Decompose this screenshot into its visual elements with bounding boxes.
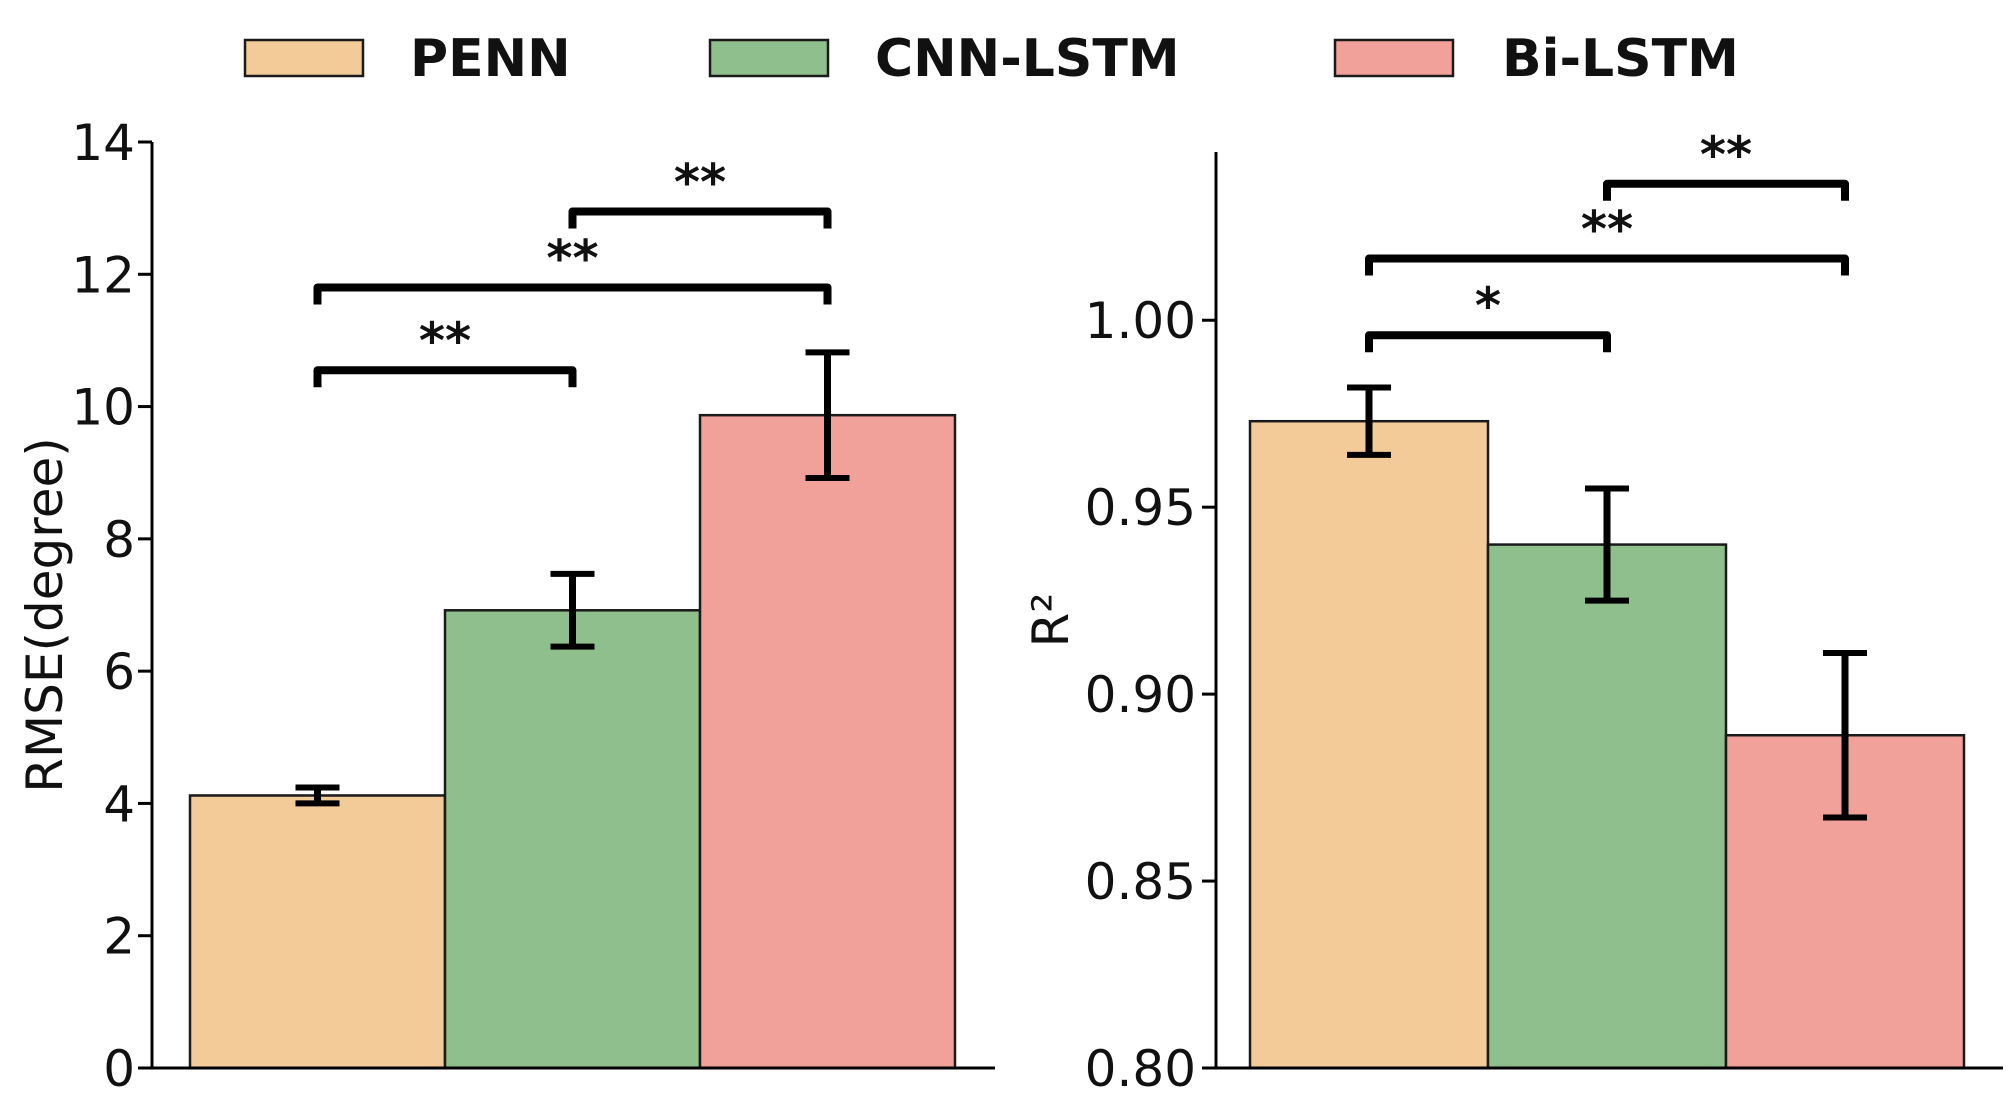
y-tick-label: 0.95 (1085, 479, 1196, 537)
y-axis-title: RMSE(degree) (16, 437, 74, 792)
legend-swatch-penn (243, 38, 365, 78)
y-tick-label: 8 (103, 511, 135, 569)
y-tick-label: 14 (71, 114, 135, 172)
significance-label: ** (674, 153, 726, 211)
y-tick-label: 4 (103, 775, 135, 833)
significance-bracket (1603, 179, 1849, 201)
legend-label-cnn-lstm: CNN-LSTM (875, 29, 1180, 89)
legend-swatch-bi-lstm (1333, 38, 1455, 78)
bar-cnn-lstm (443, 609, 702, 1070)
y-tick-label: 2 (103, 908, 135, 966)
y-tick-label: 12 (71, 246, 135, 304)
y-tick-label: 0.90 (1085, 666, 1196, 724)
significance-label: * (1475, 277, 1501, 335)
significance-label: ** (1700, 126, 1752, 184)
legend-label-bi-lstm: Bi-LSTM (1502, 29, 1739, 89)
bar-penn (1248, 419, 1490, 1070)
bar-penn (188, 794, 447, 1070)
y-tick-label: 1.00 (1085, 292, 1196, 350)
y-tick-label: 0 (103, 1040, 135, 1098)
significance-label: ** (419, 312, 471, 370)
y-tick-label: 10 (71, 379, 135, 437)
y-tick-label: 6 (103, 643, 135, 701)
legend-label-penn: PENN (410, 29, 571, 89)
significance-bracket (313, 283, 832, 305)
y-tick-label: 0.85 (1085, 853, 1196, 911)
legend: PENN CNN-LSTM Bi-LSTM (243, 29, 1739, 89)
y-tick-label: 0.80 (1085, 1040, 1196, 1098)
bar-bi-lstm (698, 413, 957, 1070)
significance-label: ** (546, 230, 598, 288)
y-axis-title: R² (1022, 593, 1080, 648)
bar-cnn-lstm (1486, 543, 1728, 1070)
significance-bracket (1365, 331, 1611, 353)
significance-label: ** (1581, 201, 1633, 259)
significance-bracket (313, 366, 577, 388)
significance-bracket (1365, 254, 1849, 276)
rmse-panel: 0 2 4 6 8 10 12 14 RMSE(degree) ** ** ** (16, 114, 995, 1098)
significance-bracket (568, 207, 832, 229)
legend-swatch-cnn-lstm (708, 38, 830, 78)
